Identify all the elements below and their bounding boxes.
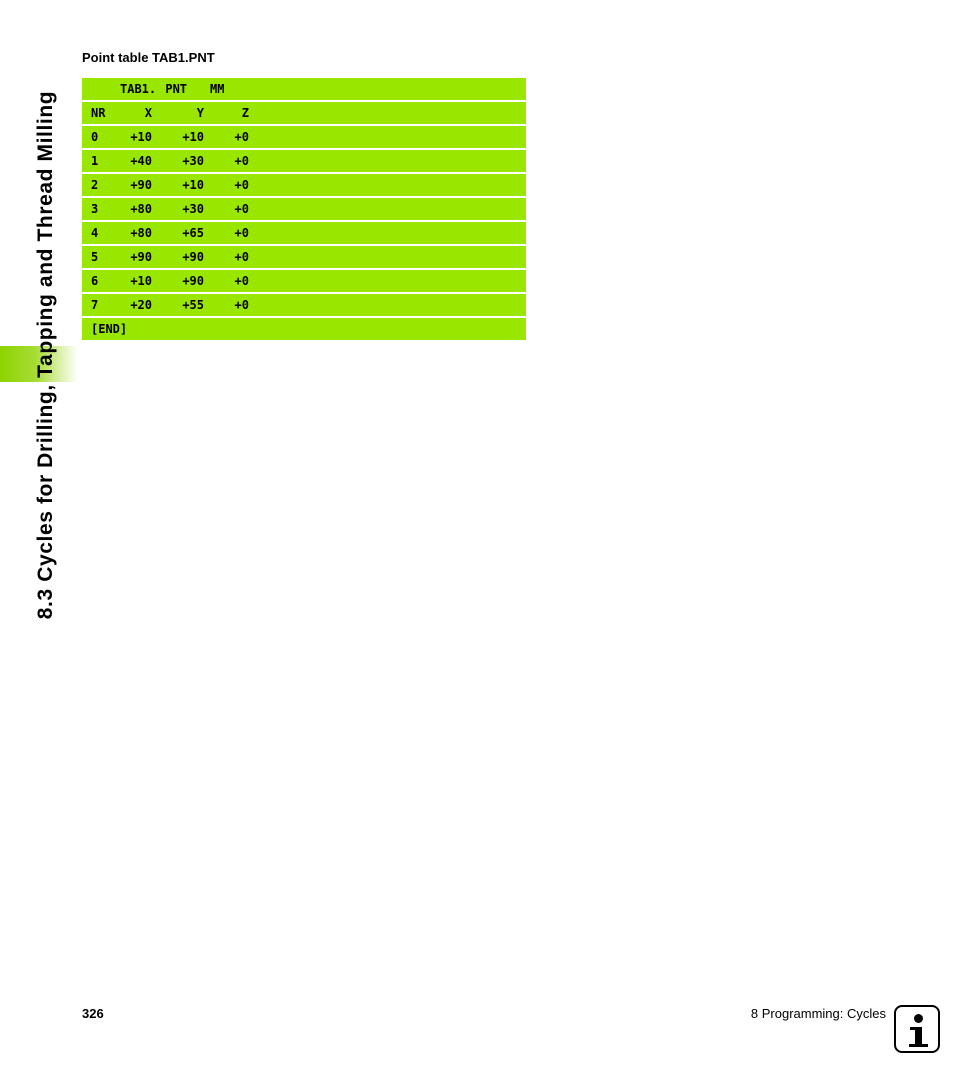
column-header-nr: NR (91, 106, 106, 120)
chapter-side-title-text: 8.3 Cycles for Drilling, Tapping and Thr… (34, 90, 57, 620)
cell-nr: 5 (91, 250, 99, 264)
cell-nr: 2 (91, 178, 99, 192)
cell-z: +0 (234, 298, 249, 312)
table-file-name: TAB1. PNT (120, 82, 188, 96)
cell-y: +65 (182, 226, 204, 240)
cell-y: +30 (182, 154, 204, 168)
cell-x: +10 (130, 130, 152, 144)
cell-nr: 6 (91, 274, 99, 288)
section-heading: Point table TAB1.PNT (82, 50, 215, 65)
cell-z: +0 (234, 178, 249, 192)
cell-y: +90 (182, 274, 204, 288)
table-end-row: [END] (82, 318, 526, 340)
cell-x: +10 (130, 274, 152, 288)
cell-nr: 7 (91, 298, 99, 312)
cell-nr: 4 (91, 226, 99, 240)
cell-z: +0 (234, 130, 249, 144)
cell-z: +0 (234, 274, 249, 288)
cell-x: +80 (130, 202, 152, 216)
cell-z: +0 (234, 154, 249, 168)
column-header-y: Y (196, 106, 204, 120)
cell-y: +30 (182, 202, 204, 216)
cell-x: +90 (130, 250, 152, 264)
footer-chapter: 8 Programming: Cycles (750, 1006, 886, 1021)
cell-z: +0 (234, 250, 249, 264)
cell-x: +40 (130, 154, 152, 168)
page-number: 326 (82, 1006, 104, 1021)
cell-y: +90 (182, 250, 204, 264)
table-row: 3 +80 +30 +0 (82, 198, 526, 220)
table-row: 4 +80 +65 +0 (82, 222, 526, 244)
info-icon (894, 1005, 940, 1053)
table-end-marker: [END] (91, 322, 128, 336)
cell-y: +10 (182, 130, 204, 144)
cell-x: +80 (130, 226, 152, 240)
column-header-z: Z (241, 106, 249, 120)
cell-z: +0 (234, 226, 249, 240)
table-header-row: NR X Y Z (82, 102, 526, 124)
cell-z: +0 (234, 202, 249, 216)
cell-nr: 3 (91, 202, 99, 216)
chapter-tab-marker (0, 346, 78, 382)
point-table: TAB1. PNT MM NR X Y Z 0 +10 +10 +0 1 +40 +30 +0… (82, 78, 526, 342)
table-row: 1 +40 +30 +0 (82, 150, 526, 172)
column-header-x: X (144, 106, 152, 120)
cell-y: +10 (182, 178, 204, 192)
table-unit: MM (210, 82, 225, 96)
table-row: 7 +20 +55 +0 (82, 294, 526, 316)
cell-x: +90 (130, 178, 152, 192)
cell-nr: 1 (91, 154, 99, 168)
table-row: 2 +90 +10 +0 (82, 174, 526, 196)
table-row: 0 +10 +10 +0 (82, 126, 526, 148)
table-title-row: TAB1. PNT MM (82, 78, 526, 100)
table-row: 6 +10 +90 +0 (82, 270, 526, 292)
cell-nr: 0 (91, 130, 99, 144)
cell-y: +55 (182, 298, 204, 312)
chapter-side-title: 8.3 Cycles for Drilling, Tapping and Thr… (30, 54, 62, 656)
cell-x: +20 (130, 298, 152, 312)
table-row: 5 +90 +90 +0 (82, 246, 526, 268)
